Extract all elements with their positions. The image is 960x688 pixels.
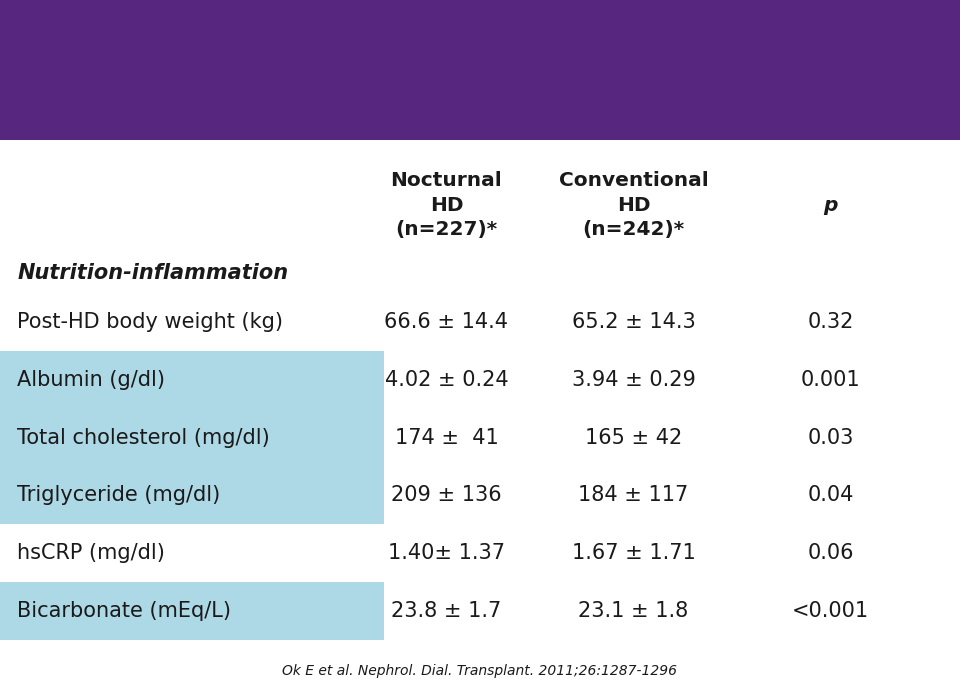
Text: 165 ± 42: 165 ± 42 xyxy=(585,427,683,448)
Text: 23.8 ± 1.7: 23.8 ± 1.7 xyxy=(392,601,501,621)
Text: 66.6 ± 14.4: 66.6 ± 14.4 xyxy=(384,312,509,332)
Text: hsCRP (mg/dl): hsCRP (mg/dl) xyxy=(17,543,165,563)
Text: Conventional
HD
(n=242)*: Conventional HD (n=242)* xyxy=(559,171,708,239)
Text: 65.2 ± 14.3: 65.2 ± 14.3 xyxy=(572,312,695,332)
Text: Ok E et al. Nephrol. Dial. Transplant. 2011;26:1287-1296: Ok E et al. Nephrol. Dial. Transplant. 2… xyxy=(282,664,678,678)
Text: 184 ± 117: 184 ± 117 xyxy=(579,485,688,506)
Text: 209 ± 136: 209 ± 136 xyxy=(391,485,502,506)
Text: Bicarbonate (mEq/L): Bicarbonate (mEq/L) xyxy=(17,601,231,621)
Text: 4.02 ± 0.24: 4.02 ± 0.24 xyxy=(385,369,508,390)
Text: 3.94 ± 0.29: 3.94 ± 0.29 xyxy=(571,369,696,390)
Text: 0.06: 0.06 xyxy=(807,543,853,563)
Text: p: p xyxy=(824,195,837,215)
Bar xyxy=(0,409,384,466)
Text: 0.32: 0.32 xyxy=(807,312,853,332)
Text: 1.40± 1.37: 1.40± 1.37 xyxy=(388,543,505,563)
Bar xyxy=(0,582,384,640)
Text: 1.67 ± 1.71: 1.67 ± 1.71 xyxy=(572,543,695,563)
Bar xyxy=(0,351,384,409)
Text: Nocturnal
HD
(n=227)*: Nocturnal HD (n=227)* xyxy=(391,171,502,239)
Text: 23.1 ± 1.8: 23.1 ± 1.8 xyxy=(579,601,688,621)
Text: Albumin (g/dl): Albumin (g/dl) xyxy=(17,369,165,390)
Text: 0.04: 0.04 xyxy=(807,485,853,506)
Text: Nutrition-inflammation: Nutrition-inflammation xyxy=(17,263,288,283)
Text: Triglyceride (mg/dl): Triglyceride (mg/dl) xyxy=(17,485,221,506)
Text: 174 ±  41: 174 ± 41 xyxy=(395,427,498,448)
Text: Post-HD body weight (kg): Post-HD body weight (kg) xyxy=(17,312,283,332)
Text: 0.03: 0.03 xyxy=(807,427,853,448)
Bar xyxy=(0,466,384,524)
Text: <0.001: <0.001 xyxy=(792,601,869,621)
Bar xyxy=(0,0,960,140)
Text: 0.001: 0.001 xyxy=(801,369,860,390)
Text: Total cholesterol (mg/dl): Total cholesterol (mg/dl) xyxy=(17,427,270,448)
